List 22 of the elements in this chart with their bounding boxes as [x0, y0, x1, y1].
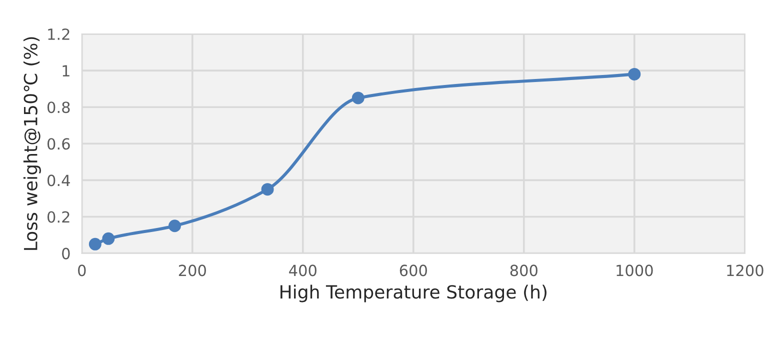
- y-tick-label: 0.4: [48, 174, 70, 186]
- point: [261, 183, 274, 196]
- y-tick-label: 1: [62, 65, 70, 76]
- x-tick-label: 200: [178, 264, 206, 276]
- point: [102, 232, 115, 245]
- y-tick-label: 1.2: [48, 28, 70, 40]
- point: [168, 220, 181, 232]
- y-tick-label: 0.6: [48, 138, 70, 150]
- y-axis-title: Loss weight@150℃ (%): [23, 37, 41, 250]
- point: [628, 68, 641, 80]
- x-tick-label: 0: [78, 264, 86, 276]
- y-tick-label: 0: [62, 248, 70, 260]
- x-tick-label: 800: [510, 264, 538, 276]
- y-tick-label: 0.2: [48, 211, 70, 223]
- x-tick-label: 1200: [727, 264, 764, 276]
- x-axis-title: High Temperature Storage (h): [280, 284, 546, 302]
- point: [88, 238, 102, 250]
- x-tick-label: 600: [400, 264, 427, 276]
- y-tick-label: 0.8: [48, 102, 70, 114]
- x-tick-label: 400: [289, 264, 316, 276]
- point: [352, 92, 364, 104]
- x-tick-label: 1000: [616, 264, 653, 276]
